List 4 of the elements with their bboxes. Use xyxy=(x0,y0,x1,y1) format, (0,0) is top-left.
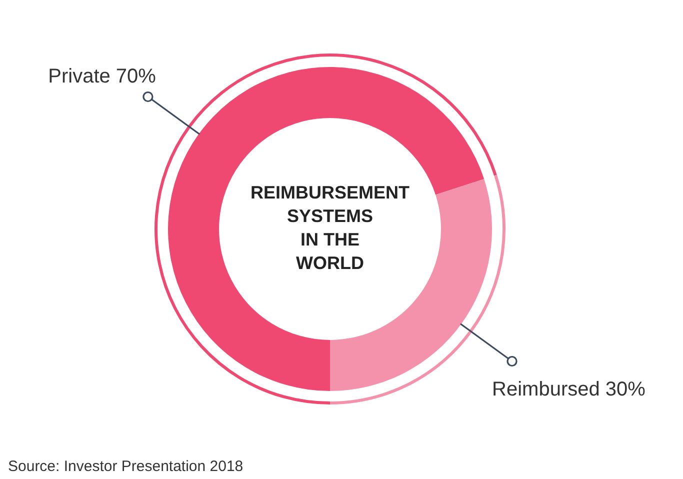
source-note: Source: Investor Presentation 2018 xyxy=(8,458,244,475)
slice-label: Reimbursed 30% xyxy=(492,378,646,400)
text: REIMBURSEMENT SYSTEMS IN THE WORLD xyxy=(250,182,410,274)
slice-label: Private 70% xyxy=(48,66,156,88)
